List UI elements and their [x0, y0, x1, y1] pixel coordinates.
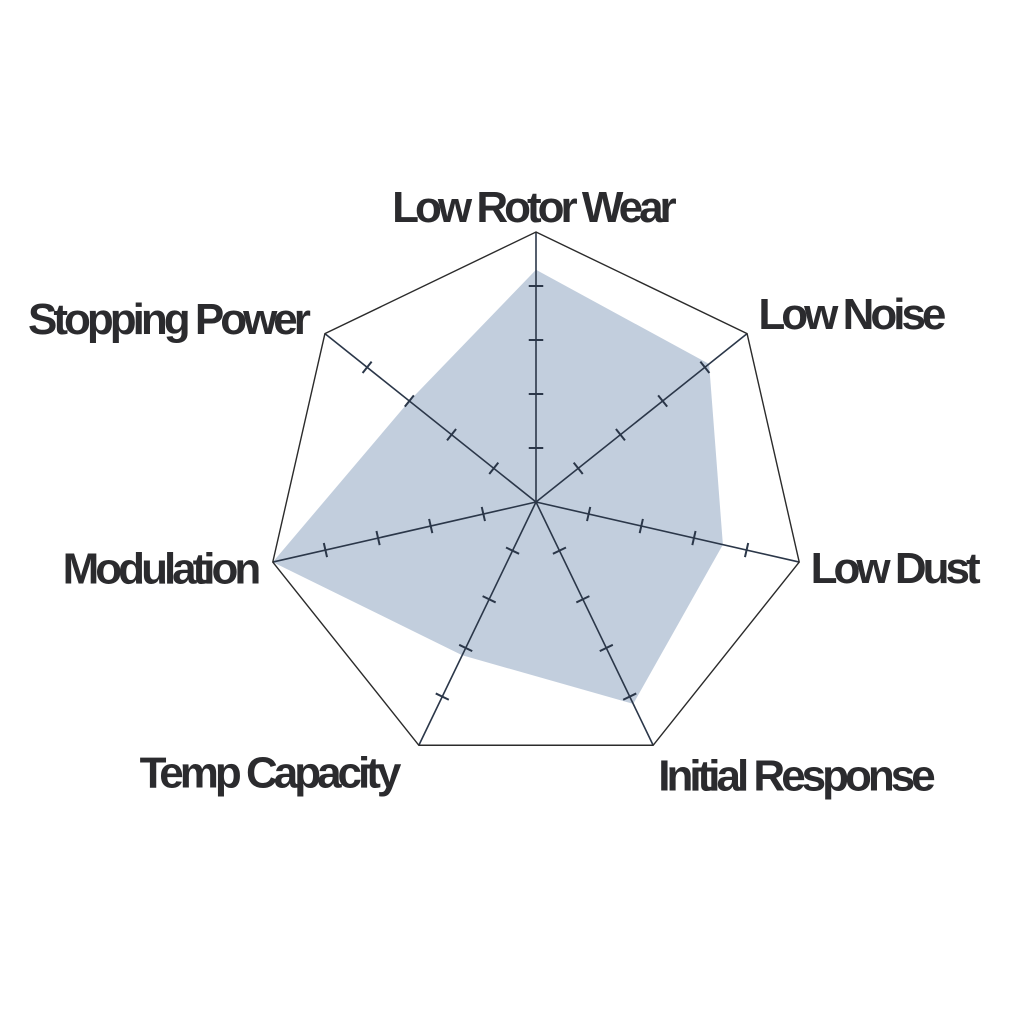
svg-text:Modulation: Modulation — [63, 545, 260, 594]
svg-text:Low Noise: Low Noise — [758, 290, 945, 339]
svg-text:Low Rotor Wear: Low Rotor Wear — [392, 183, 676, 232]
svg-text:Initial Response: Initial Response — [658, 751, 934, 800]
svg-text:Temp Capacity: Temp Capacity — [140, 749, 402, 798]
svg-text:Stopping Power: Stopping Power — [28, 295, 311, 344]
svg-text:Low Dust: Low Dust — [811, 544, 981, 593]
